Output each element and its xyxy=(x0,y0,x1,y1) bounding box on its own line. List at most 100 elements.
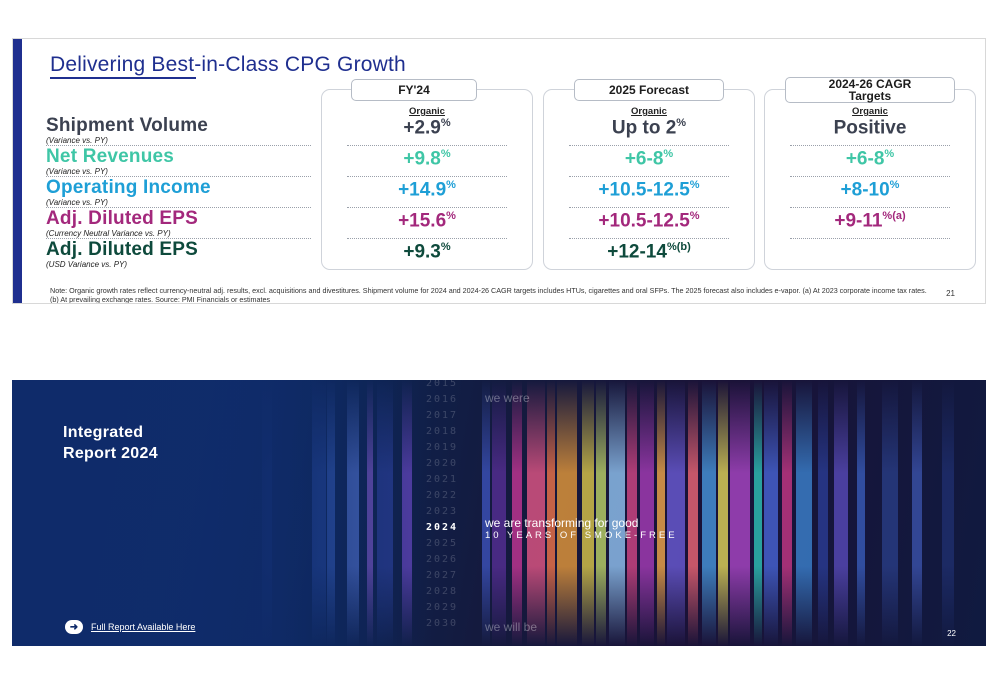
slide-accent-bar xyxy=(13,39,22,303)
decorative-stripe xyxy=(782,380,792,646)
row-divider xyxy=(790,176,950,177)
metric-number: +6-8 xyxy=(845,148,885,170)
organic-label: Organic xyxy=(852,106,888,117)
decorative-stripe xyxy=(627,380,637,646)
tagline-smoke-free: 10 YEARS OF SMOKE-FREE xyxy=(485,530,678,541)
metric-unit: % xyxy=(446,210,456,222)
year-label: 2027 xyxy=(425,570,459,581)
metric-number: Up to 2 xyxy=(611,117,677,139)
metric-number: +9-11 xyxy=(834,210,883,232)
column-header-cagr-targets: 2024-26 CAGR Targets xyxy=(785,77,955,103)
slide-22: Integrated Report 2024 2015 2016 2017 2018 2… xyxy=(12,380,986,646)
decorative-stripe xyxy=(764,380,778,646)
decorative-stripe xyxy=(609,380,625,646)
slide-title: Delivering Best-in-Class CPG Growth xyxy=(50,53,406,76)
metric-value: +9.8% xyxy=(327,148,527,170)
metric-unit: %(a) xyxy=(882,210,906,222)
row-label: Adj. Diluted EPS xyxy=(46,239,199,260)
column-header-2025-forecast: 2025 Forecast xyxy=(574,79,724,101)
decorative-stripe xyxy=(730,380,750,646)
decorative-stripe xyxy=(582,380,594,646)
metric-number: Positive xyxy=(833,117,907,139)
metric-unit: % xyxy=(689,210,700,222)
slide-21: Delivering Best-in-Class CPG Growth FY'2… xyxy=(12,38,986,304)
year-label: 2024 xyxy=(425,522,459,533)
year-label: 2030 xyxy=(425,618,459,629)
metric-number: +9.8 xyxy=(403,148,441,170)
metric-number: +10.5-12.5 xyxy=(598,179,690,201)
row-divider xyxy=(569,145,729,146)
decorative-stripe xyxy=(718,380,728,646)
decorative-stripe xyxy=(796,380,812,646)
organic-label: Organic xyxy=(409,106,445,117)
decorative-stripe xyxy=(596,380,606,646)
year-label: 2021 xyxy=(425,474,459,485)
column-header-line: 2024-26 CAGR xyxy=(828,77,912,91)
metric-unit: % xyxy=(889,179,900,191)
background-fade xyxy=(12,380,432,646)
row-divider xyxy=(46,145,311,146)
row-sublabel: (Currency Neutral Variance vs. PY) xyxy=(46,229,171,238)
page-number: 21 xyxy=(946,289,955,298)
metric-unit: % xyxy=(440,241,451,253)
report-title-line: Integrated xyxy=(63,424,144,441)
row-divider xyxy=(46,207,311,208)
arrow-right-icon: ➜ xyxy=(65,620,83,634)
metric-value: +9.3% xyxy=(327,241,527,263)
row-divider xyxy=(790,145,950,146)
metric-value: Up to 2% xyxy=(549,117,749,139)
row-divider xyxy=(569,207,729,208)
row-divider xyxy=(347,207,507,208)
metric-number: +8-10 xyxy=(840,179,890,201)
year-label: 2025 xyxy=(425,538,459,549)
metric-unit: %(b) xyxy=(666,241,691,253)
column-header-fy24: FY'24 xyxy=(351,79,477,101)
metric-unit: % xyxy=(676,117,687,129)
decorative-stripe xyxy=(482,380,490,646)
report-title: Integrated Report 2024 xyxy=(63,422,158,464)
decorative-stripe xyxy=(527,380,545,646)
row-divider xyxy=(569,238,729,239)
year-label: 2016 xyxy=(425,394,459,405)
decorative-stripe xyxy=(640,380,654,646)
decorative-stripe xyxy=(512,380,522,646)
year-label: 2018 xyxy=(425,426,459,437)
year-label: 2015 xyxy=(425,380,459,389)
metric-number: +9.3 xyxy=(403,241,441,263)
row-label: Operating Income xyxy=(46,177,211,198)
metric-value: +8-10% xyxy=(770,179,970,201)
decorative-stripe xyxy=(657,380,665,646)
organic-label: Organic xyxy=(631,106,667,117)
row-label: Shipment Volume xyxy=(46,115,209,136)
row-divider xyxy=(347,176,507,177)
metric-value: +14.9% xyxy=(327,179,527,201)
decorative-stripe xyxy=(818,380,828,646)
metric-unit: % xyxy=(884,148,895,160)
metric-number: +6-8 xyxy=(624,148,664,170)
metric-value: +6-8% xyxy=(549,148,749,170)
tagline-future: we will be xyxy=(485,620,538,634)
full-report-link[interactable]: ➜ Full Report Available Here xyxy=(65,620,195,634)
metric-value: +9-11%(a) xyxy=(770,210,970,232)
decorative-stripe xyxy=(834,380,848,646)
report-title-line: Report 2024 xyxy=(63,445,158,462)
row-divider xyxy=(790,238,950,239)
row-divider xyxy=(347,145,507,146)
row-sublabel: (Variance vs. PY) xyxy=(46,198,108,207)
metric-unit: % xyxy=(446,179,456,191)
metric-value: +10.5-12.5% xyxy=(549,210,749,232)
metric-number: +2.9 xyxy=(403,117,441,139)
page-number: 22 xyxy=(947,629,956,638)
row-label: Adj. Diluted EPS xyxy=(46,208,199,229)
row-divider xyxy=(46,238,311,239)
tagline-present: we are transforming for good xyxy=(485,516,639,530)
row-divider xyxy=(46,176,311,177)
decorative-stripe xyxy=(912,380,922,646)
decorative-stripe xyxy=(557,380,577,646)
decorative-stripe xyxy=(702,380,716,646)
decorative-stripe xyxy=(688,380,698,646)
year-label: 2017 xyxy=(425,410,459,421)
decorative-stripe xyxy=(547,380,555,646)
year-label: 2019 xyxy=(425,442,459,453)
metric-value: +2.9% xyxy=(327,117,527,139)
